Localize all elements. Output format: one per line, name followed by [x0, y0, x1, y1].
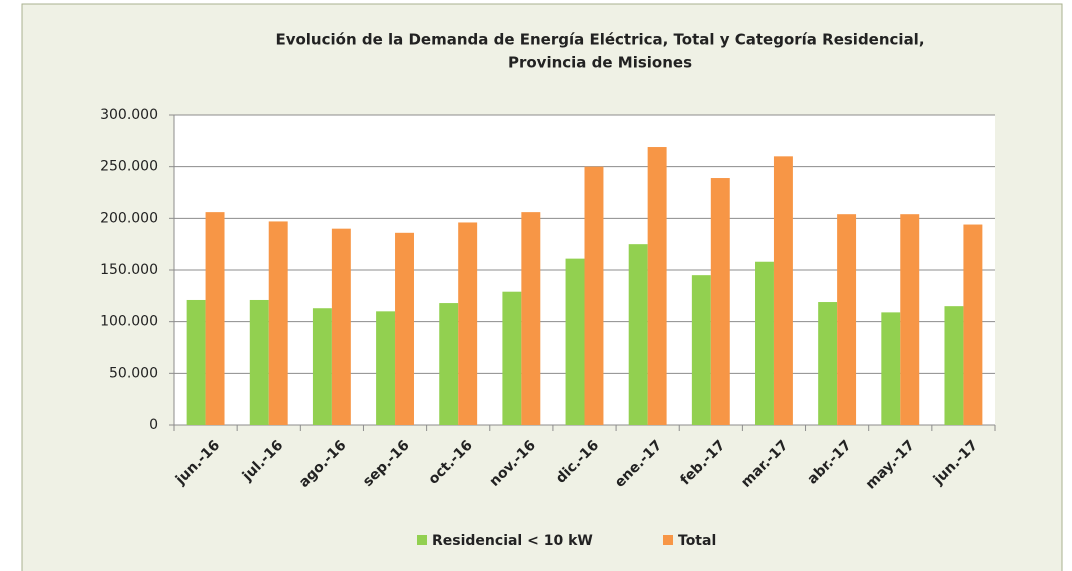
- bar: [395, 232, 414, 425]
- bar: [331, 228, 351, 425]
- legend-swatch: [417, 535, 427, 545]
- y-tick-label: 250.000: [100, 159, 158, 175]
- y-tick-label: 300.000: [100, 107, 158, 123]
- legend-label: Residencial < 10 kW: [432, 533, 593, 549]
- bar: [773, 156, 793, 426]
- bar: [521, 212, 541, 425]
- bar: [376, 311, 396, 425]
- bar: [502, 291, 522, 425]
- bar: [900, 214, 920, 425]
- y-tick-label: 50.000: [109, 365, 158, 381]
- bar: [755, 261, 774, 425]
- legend-label: Total: [678, 533, 716, 549]
- bar: [186, 299, 206, 425]
- bar: [837, 214, 857, 425]
- bar: [249, 299, 269, 425]
- chart-subtitle: Provincia de Misiones: [508, 54, 692, 72]
- bar: [647, 147, 667, 426]
- y-tick-label: 100.000: [100, 314, 158, 330]
- chart-title: Evolución de la Demanda de Energía Eléct…: [275, 31, 924, 49]
- bar: [691, 275, 711, 425]
- y-tick-label: 200.000: [100, 210, 158, 226]
- bar: [458, 222, 478, 425]
- bar: [584, 166, 604, 425]
- bar: [205, 212, 225, 425]
- legend-swatch: [663, 535, 673, 545]
- bar: [439, 303, 459, 425]
- y-tick-label: 0: [149, 417, 158, 433]
- bar: [565, 258, 585, 425]
- bar: [944, 306, 964, 425]
- bar: [710, 178, 730, 425]
- bar: [268, 221, 288, 425]
- bar: [312, 308, 332, 425]
- bar: [881, 312, 901, 425]
- bar: [628, 244, 648, 425]
- bar: [818, 302, 838, 425]
- bar: [963, 224, 983, 425]
- y-tick-label: 150.000: [100, 262, 158, 278]
